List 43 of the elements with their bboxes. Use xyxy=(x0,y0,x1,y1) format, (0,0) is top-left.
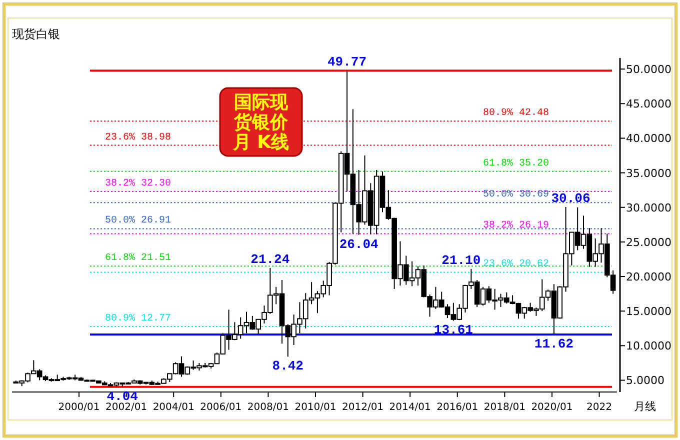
ref-line-label: 61.8% 35.20 xyxy=(483,158,550,170)
x-tick-label: 2010/01 xyxy=(294,402,336,413)
y-tick-label: 25.0000 xyxy=(626,236,672,249)
annotation: 26.04 xyxy=(339,236,379,252)
x-tick-label: 2014/01 xyxy=(389,402,431,413)
y-tick-label: 10.0000 xyxy=(626,340,672,353)
y-tick-label: 15.0000 xyxy=(626,305,672,318)
text: 国际现货银价月 K线 xyxy=(232,92,290,153)
x-tick-label: 2004/01 xyxy=(152,402,194,413)
x-tick-label: 2006/01 xyxy=(200,402,242,413)
x-tick-label: 2018/01 xyxy=(484,402,526,413)
ref-line-label: 38.2% 26.19 xyxy=(483,220,550,232)
x-tick-label: 2020/01 xyxy=(531,402,573,413)
annotation: 30.06 xyxy=(551,190,590,206)
x-tick-label: 2002/01 xyxy=(106,402,148,413)
ref-line-label: 50.0% 30.69 xyxy=(483,190,550,201)
ref-line-label: 80.9% 42.48 xyxy=(483,108,550,120)
ref-line-label: 38.2% 32.30 xyxy=(105,178,172,190)
x-tick-label: 2012/01 xyxy=(342,402,384,413)
y-tick-label: 5.0000 xyxy=(626,374,664,388)
y-tick-label: 45.0000 xyxy=(626,98,672,111)
x-tick-label: 2008/01 xyxy=(247,402,289,413)
x-tick-label: 2000/01 xyxy=(58,402,100,413)
chart-subtitle: 现货白银 xyxy=(12,27,60,41)
annotation: 21.24 xyxy=(250,252,290,267)
ref-line-label: 23.6% 38.98 xyxy=(105,132,172,144)
y-tick-label: 20.0000 xyxy=(626,270,672,284)
ref-line-label: 80.9% 12.77 xyxy=(105,314,172,325)
x-tick-label: 2022 xyxy=(586,402,612,413)
annotation: 4.04 xyxy=(106,388,138,404)
ref-line-label: 50.0% 26.91 xyxy=(105,216,172,227)
x-axis-title: 月线 xyxy=(634,400,656,413)
annotation: 21.10 xyxy=(442,252,481,268)
y-tick-label: 30.0000 xyxy=(626,201,672,214)
x-tick-label: 2016/01 xyxy=(436,402,478,413)
annotation: 11.62 xyxy=(534,336,574,352)
y-tick-label: 35.0000 xyxy=(626,166,672,180)
ref-line-label: 23.6% 20.62 xyxy=(483,259,550,270)
annotation: 8.42 xyxy=(272,358,304,374)
y-tick-label: 40.0000 xyxy=(626,132,672,146)
annotation: 49.77 xyxy=(328,54,367,70)
ref-line-label: 61.8% 21.51 xyxy=(105,253,172,264)
y-tick-label: 50.0000 xyxy=(626,63,672,76)
